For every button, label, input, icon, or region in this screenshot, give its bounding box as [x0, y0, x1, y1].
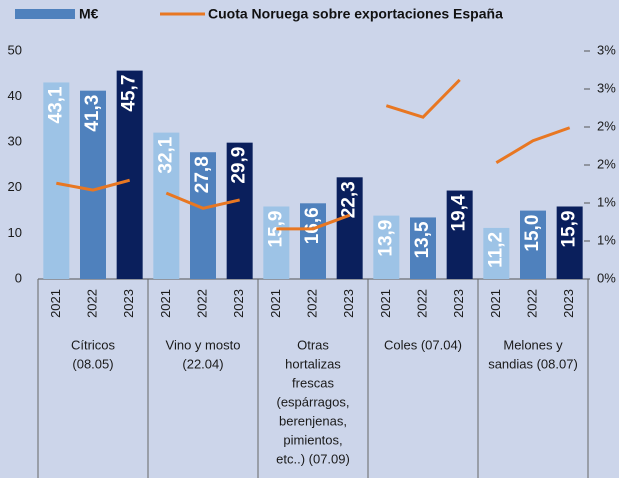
- share-line: [495, 126, 571, 165]
- category-label: Otras: [297, 337, 329, 352]
- value-label: 27,8: [192, 156, 213, 193]
- value-label: 15,9: [265, 210, 286, 247]
- bar: [80, 90, 106, 279]
- bar: [520, 210, 546, 279]
- category-label: sandias (08.07): [488, 356, 578, 371]
- value-label: 13,5: [412, 221, 433, 258]
- y2-tick-label: 1%: [597, 194, 616, 209]
- bar: [263, 206, 290, 279]
- x-tick-label: 2021: [488, 289, 503, 318]
- category-label: etc..) (07.09): [276, 451, 350, 466]
- category-label: Coles (07.04): [384, 337, 462, 352]
- share-line: [276, 213, 351, 231]
- value-label: 43,1: [45, 86, 66, 123]
- y2-tick-label: 3%: [597, 42, 616, 57]
- y-tick-label: 30: [8, 134, 22, 149]
- x-tick-label: 2023: [451, 289, 466, 318]
- category-label: (espárragos,: [277, 394, 350, 409]
- x-tick-label: 2023: [341, 289, 356, 318]
- x-tick-label: 2022: [304, 289, 319, 318]
- bar: [190, 152, 216, 279]
- bar: [116, 70, 143, 279]
- bar: [373, 215, 400, 279]
- y-tick-label: 50: [8, 42, 22, 57]
- value-label: 15,0: [522, 215, 543, 252]
- x-tick-label: 2021: [48, 289, 63, 318]
- y-tick-label: 0: [15, 270, 22, 285]
- x-tick-label: 2022: [524, 289, 539, 318]
- value-label: 11,2: [485, 232, 506, 268]
- bar: [153, 132, 180, 279]
- y-tick-label: 20: [8, 179, 22, 194]
- x-tick-label: 2023: [561, 289, 576, 318]
- bar: [226, 142, 253, 279]
- value-label: 16,6: [302, 207, 323, 244]
- y2-tick-label: 0%: [597, 270, 616, 285]
- category-label: (08.05): [72, 356, 113, 371]
- x-tick-label: 2023: [231, 289, 246, 318]
- category-label: hortalizas: [285, 356, 341, 371]
- bar: [483, 227, 510, 279]
- x-tick-label: 2021: [268, 289, 283, 318]
- category-label: frescas: [292, 375, 334, 390]
- bar: [446, 190, 473, 279]
- value-label: 45,7: [119, 75, 140, 112]
- category-label: berenjenas,: [279, 413, 347, 428]
- value-label: 19,4: [449, 194, 470, 231]
- share-line: [385, 78, 461, 119]
- x-tick-label: 2022: [194, 289, 209, 318]
- share-line: [56, 178, 131, 192]
- y2-tick-label: 3%: [597, 80, 616, 95]
- value-label: 15,9: [559, 210, 580, 247]
- bar: [556, 206, 583, 279]
- category-label: pimientos,: [283, 432, 342, 447]
- share-line: [165, 191, 241, 210]
- category-label: Cítricos: [71, 337, 116, 352]
- value-label: 29,9: [229, 147, 250, 184]
- value-label: 32,1: [155, 136, 176, 173]
- value-label: 41,3: [82, 95, 103, 132]
- x-tick-label: 2021: [378, 289, 393, 318]
- y-tick-label: 10: [8, 225, 22, 240]
- x-tick-label: 2022: [84, 289, 99, 318]
- legend-label: M€: [79, 6, 99, 22]
- bar: [410, 217, 436, 279]
- y2-tick-label: 2%: [597, 118, 616, 133]
- bar: [336, 177, 363, 279]
- category-label: Melones y: [503, 337, 563, 352]
- category-label: (22.04): [182, 356, 223, 371]
- legend-swatch: [15, 9, 75, 19]
- x-tick-label: 2023: [121, 289, 136, 318]
- y-tick-label: 40: [8, 88, 22, 103]
- value-label: 22,3: [339, 181, 360, 218]
- y2-tick-label: 1%: [597, 232, 616, 247]
- bar: [43, 82, 70, 280]
- legend-label: Cuota Noruega sobre exportaciones España: [208, 6, 503, 22]
- bar: [300, 203, 326, 279]
- category-label: Vino y mosto: [166, 337, 241, 352]
- x-tick-label: 2021: [158, 289, 173, 318]
- y2-tick-label: 2%: [597, 156, 616, 171]
- x-tick-label: 2022: [414, 289, 429, 318]
- value-label: 13,9: [375, 220, 396, 257]
